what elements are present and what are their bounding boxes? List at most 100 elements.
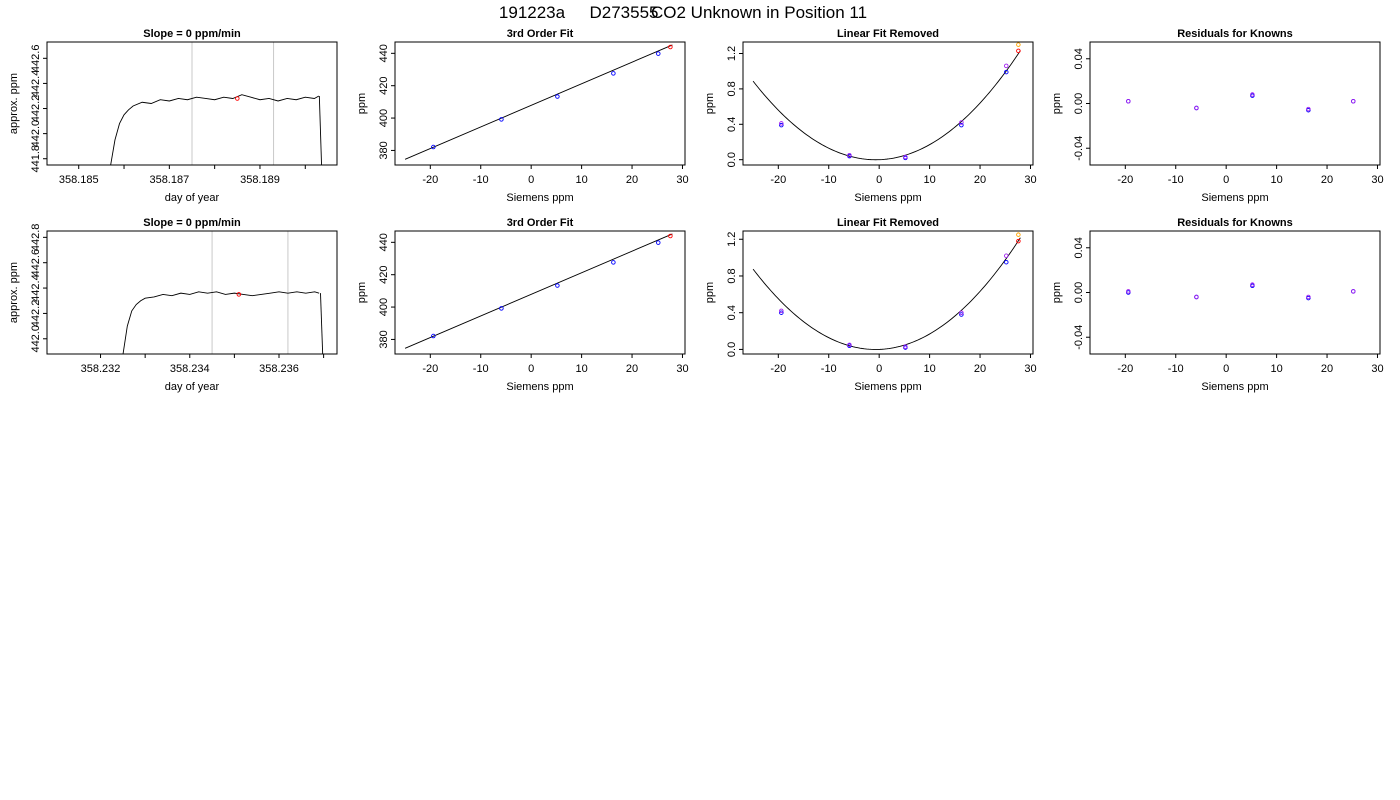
data-point (236, 292, 242, 297)
panel-title: Linear Fit Removed (837, 28, 939, 40)
x-tick-label: 20 (626, 174, 638, 186)
data-point (779, 310, 784, 315)
x-tick-label: 0 (528, 363, 534, 375)
plot-area (752, 232, 1021, 350)
data-point (1016, 42, 1021, 47)
fit-curve (752, 237, 1021, 350)
x-tick-label: 20 (626, 363, 638, 375)
fit-curve (404, 44, 673, 160)
x-tick-label: -20 (422, 174, 438, 186)
y-axis-label: ppm (704, 93, 716, 114)
data-point (959, 312, 964, 317)
plot-area (404, 44, 673, 160)
data-point (1194, 105, 1199, 111)
panel-5: 358.232 358.234 358.236442.0442.2442.4442.… (8, 217, 338, 393)
panel-title: 3rd Order Fit (507, 217, 574, 229)
data-point (1004, 259, 1009, 265)
data-point (431, 333, 436, 339)
data-point (1016, 48, 1021, 54)
y-tick-label: 1.2 (726, 232, 738, 247)
data-point (959, 122, 964, 128)
y-axis-label: ppm (1051, 93, 1063, 114)
y-tick-label: 0.8 (726, 81, 738, 96)
x-axis-label: Siemens ppm (506, 381, 573, 393)
x-tick-label: -10 (473, 174, 489, 186)
x-tick-label: 30 (1371, 363, 1383, 375)
data-point (1016, 232, 1021, 237)
y-tick-label: 1.2 (726, 46, 738, 61)
y-tick-label: 0.4 (726, 117, 738, 132)
x-tick-label: 0 (876, 174, 882, 186)
data-point (959, 310, 964, 315)
data-point (779, 308, 784, 314)
y-axis-label: ppm (356, 93, 368, 114)
plot-frame (742, 41, 1034, 166)
panel-title: Slope = 0 ppm/min (143, 28, 241, 40)
x-tick-label: -10 (1168, 174, 1184, 186)
series-line (122, 291, 320, 354)
plot-area (110, 42, 323, 165)
data-point (779, 121, 784, 126)
x-tick-label: 358.187 (149, 174, 189, 186)
panel-6: -20 -10 0 10 20 30 380 400 420 440 3rd Order Fit Si… (356, 217, 689, 393)
x-tick-label: 10 (1270, 363, 1282, 375)
data-point (903, 344, 908, 349)
x-tick-label: 358.236 (259, 363, 299, 375)
x-axis-label: Siemens ppm (506, 192, 573, 204)
x-tick-label: 20 (1321, 363, 1333, 375)
data-point (235, 96, 240, 101)
plot-frame (742, 230, 1034, 355)
panels: 358.185 358.187 358.189441.8442.0442.2442.… (8, 28, 1384, 393)
x-tick-label: 20 (974, 174, 986, 186)
x-tick-label: 20 (1321, 174, 1333, 186)
data-point (555, 283, 560, 288)
data-point (1194, 294, 1199, 300)
x-tick-label: 30 (676, 363, 688, 375)
y-axis-label: approx. ppm (8, 73, 20, 134)
y-tick-label: 440 (378, 44, 390, 62)
panel-title: Linear Fit Removed (837, 217, 939, 229)
data-point (1004, 63, 1009, 69)
y-tick-label: 380 (378, 141, 390, 159)
data-point (1306, 294, 1311, 300)
x-tick-label: 0 (528, 174, 534, 186)
panel-1: 358.185 358.187 358.189441.8442.0442.2442.… (8, 28, 338, 204)
figure-title: 191223a D273555 CO2 Unknown in Position … (499, 3, 867, 22)
x-tick-label: 10 (923, 174, 935, 186)
y-tick-label: 0.04 (1073, 237, 1085, 258)
y-tick-label: 442.6 (30, 249, 42, 277)
x-tick-label: -10 (473, 363, 489, 375)
plot-area (122, 231, 324, 354)
y-tick-label: 0.04 (1073, 48, 1085, 69)
x-tick-label: -10 (821, 174, 837, 186)
y-tick-label: 442.4 (30, 274, 42, 302)
plot-area (752, 42, 1021, 161)
x-tick-label: 10 (575, 363, 587, 375)
data-point (1351, 289, 1356, 294)
y-tick-label: 0.00 (1073, 93, 1085, 114)
figure-title-position: CO2 Unknown in Position 11 (651, 3, 867, 22)
panel-2: -20 -10 0 10 20 30 380 400 420 440 3rd Order Fit Si… (356, 28, 689, 204)
panel-title: 3rd Order Fit (507, 28, 574, 40)
y-tick-label: 442.8 (30, 224, 42, 252)
series-line (320, 293, 324, 354)
y-tick-label: 442.2 (30, 300, 42, 328)
x-tick-label: 0 (876, 363, 882, 375)
y-tick-label: 442.2 (30, 95, 42, 123)
plot-area (1126, 92, 1356, 113)
data-point (1250, 92, 1255, 97)
series-line (318, 95, 323, 165)
data-point (1016, 238, 1021, 244)
y-tick-label: 380 (378, 330, 390, 348)
x-tick-label: 358.234 (170, 363, 210, 375)
data-point (499, 117, 504, 122)
y-axis-label: approx. ppm (8, 262, 20, 323)
panel-3: -20 -10 0 10 20 30 0.0 0.4 0.8 1.2 Linear Fit Remo… (704, 28, 1037, 204)
plot-frame (394, 41, 686, 166)
x-tick-label: 10 (1270, 174, 1282, 186)
y-tick-label: -0.04 (1073, 136, 1085, 161)
data-point (1004, 69, 1009, 75)
data-point (611, 71, 616, 76)
x-axis-label: Siemens ppm (1201, 192, 1268, 204)
